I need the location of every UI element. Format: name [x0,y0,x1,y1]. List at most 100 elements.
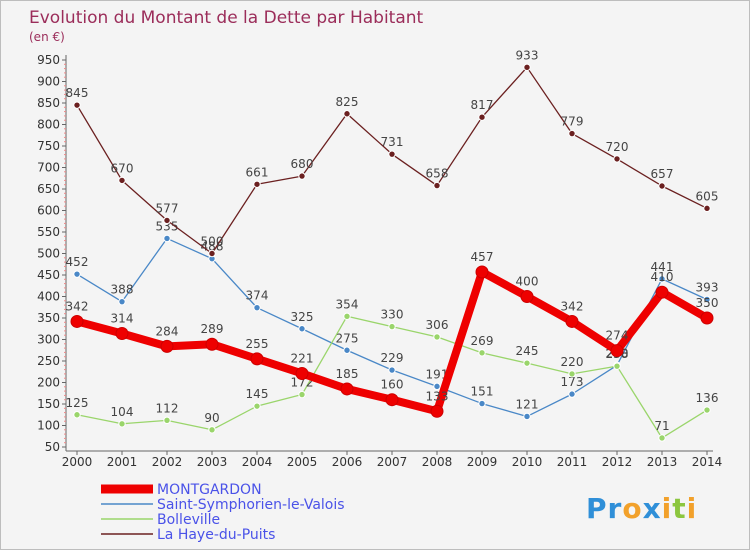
legend-label: Saint-Symphorien-le-Valois [157,497,345,513]
y-tick-label: 250 [37,354,60,368]
y-tick-label: 950 [37,53,60,67]
data-point [73,270,81,278]
series-2: 1251041129014517235433030626924522023871… [66,297,718,442]
data-point [388,366,396,374]
data-label: 845 [66,86,89,100]
data-point [703,406,711,414]
legend-label: MONTGARDON [157,482,262,498]
data-point [385,393,399,407]
data-label: 457 [471,250,494,264]
data-label: 817 [471,98,494,112]
data-point [475,265,489,279]
data-label: 577 [156,201,179,215]
data-label: 657 [651,167,674,181]
data-label: 255 [246,337,269,351]
data-point [565,314,579,328]
data-point [298,172,306,180]
chart-subtitle: (en €) [29,30,65,44]
data-point [73,101,81,109]
x-tick-label: 2004 [242,455,273,469]
data-label: 680 [291,157,314,171]
data-point [658,434,666,442]
x-tick-label: 2007 [377,455,408,469]
data-point [118,176,126,185]
data-point [205,337,219,351]
data-label: 342 [66,299,89,313]
x-tick-label: 2003 [197,455,228,469]
data-point [478,349,486,357]
data-label: 185 [336,367,359,381]
data-label: 284 [156,324,179,338]
data-point [433,333,441,341]
data-label: 393 [696,281,719,295]
x-tick-label: 2002 [152,455,183,469]
data-point [388,322,396,331]
data-point [703,204,711,213]
x-tick-label: 2000 [62,455,93,469]
y-tick-label: 300 [37,333,60,347]
series-group: 4523885354883743252752291911511211732404… [66,48,719,442]
data-label: 289 [201,322,224,336]
y-tick-label: 500 [37,247,60,261]
data-label: 269 [471,334,494,348]
series-1: 4523885354883743252752291911511211732404… [66,219,719,421]
data-label: 500 [201,235,224,249]
x-tick-label: 2008 [422,455,453,469]
data-point [343,110,351,118]
data-point [610,344,624,358]
y-tick-label: 650 [37,182,60,196]
data-point [430,404,444,418]
data-point [253,180,261,188]
data-point [568,129,576,138]
y-tick-label: 100 [37,419,60,433]
data-label: 229 [381,351,404,365]
data-label: 245 [516,344,539,358]
x-tick-label: 2010 [512,455,543,469]
x-tick-label: 2005 [287,455,318,469]
data-point [433,181,441,190]
data-label: 125 [66,396,89,410]
data-point [298,325,306,333]
data-point [520,290,534,303]
data-point [613,362,621,370]
data-label: 354 [336,297,359,311]
legend-label: Bolleville [157,512,220,528]
data-label: 661 [246,165,269,179]
data-point [340,382,354,396]
data-point [70,314,84,328]
x-tick-label: 2013 [647,455,678,469]
data-label: 151 [471,385,494,399]
data-label: 90 [204,411,219,425]
series-0: 342 314 284 289 255 221 185 160 133 457 400 342 274 4… [66,250,718,418]
data-label: 825 [336,95,359,109]
data-label: 342 [561,299,584,313]
data-point [478,399,486,408]
data-label: 441 [651,260,674,274]
data-point [700,311,714,325]
data-label: 400 [516,275,539,289]
y-tick-label: 750 [37,139,60,153]
data-label: 160 [381,378,404,392]
data-label: 274 [606,329,629,343]
data-point [523,412,531,421]
data-point [160,339,174,353]
data-point [523,63,531,72]
x-tick-label: 2001 [107,455,138,469]
y-tick-label: 850 [37,96,60,110]
data-label: 275 [336,331,359,345]
data-label: 452 [66,255,89,269]
data-label: 388 [111,283,134,297]
data-point [163,416,171,425]
data-point [250,352,264,366]
x-tick-label: 2014 [692,455,723,469]
x-tick-label: 2012 [602,455,633,469]
data-point [163,216,171,225]
x-tick-label: 2009 [467,455,498,469]
data-label: 731 [381,135,404,149]
data-point [118,420,126,428]
y-tick-label: 400 [37,290,60,304]
data-point [298,390,306,399]
data-point [343,346,351,354]
